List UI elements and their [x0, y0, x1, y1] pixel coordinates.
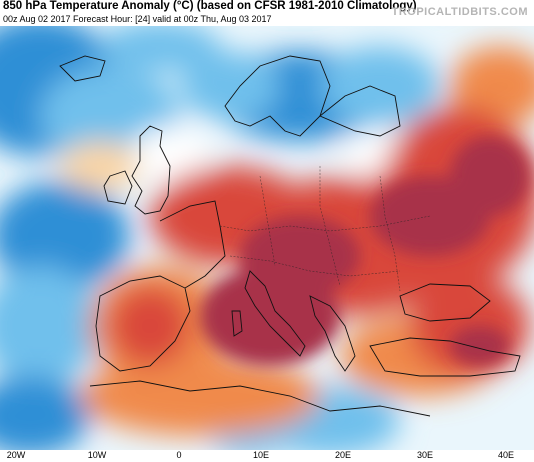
finland-outline	[319, 85, 401, 137]
italy-outline	[244, 270, 306, 357]
balkans-outline	[309, 295, 356, 372]
tick-label-30e: 30E	[416, 450, 434, 460]
iceland-outline	[59, 55, 106, 82]
turkey-outline	[369, 337, 521, 377]
strong-anomaly-core	[200, 136, 530, 366]
great-britain-outline	[131, 125, 171, 215]
tick-label-20w: 20W	[6, 450, 26, 460]
tick-label-10e: 10E	[252, 450, 270, 460]
coastlines	[59, 55, 521, 417]
anomaly-field	[0, 26, 534, 450]
tick-label-0: 0	[176, 450, 182, 460]
ireland-outline	[103, 170, 133, 205]
site-logo: TROPICALTIDBITS.COM	[391, 6, 528, 18]
tick-label-20e: 20E	[334, 450, 352, 460]
black-sea-outline	[399, 283, 491, 322]
tick-label-10w: 10W	[87, 450, 107, 460]
iberia-outline	[95, 275, 191, 372]
anomaly-map	[0, 26, 534, 450]
map-header: 850 hPa Temperature Anomaly (°C) (based …	[0, 0, 534, 26]
sardinia-outline	[231, 310, 243, 337]
north-africa-coast	[89, 380, 431, 417]
tick-label-40e: 40E	[497, 450, 515, 460]
country-borders	[219, 166, 431, 292]
forecast-info: 00z Aug 02 2017 Forecast Hour: [24] vali…	[3, 14, 272, 24]
map-title: 850 hPa Temperature Anomaly (°C) (based …	[3, 0, 417, 12]
anomaly-map-canvas	[0, 26, 534, 450]
longitude-axis: 20W 10W 0 10E 20E 30E 40E	[0, 450, 534, 462]
